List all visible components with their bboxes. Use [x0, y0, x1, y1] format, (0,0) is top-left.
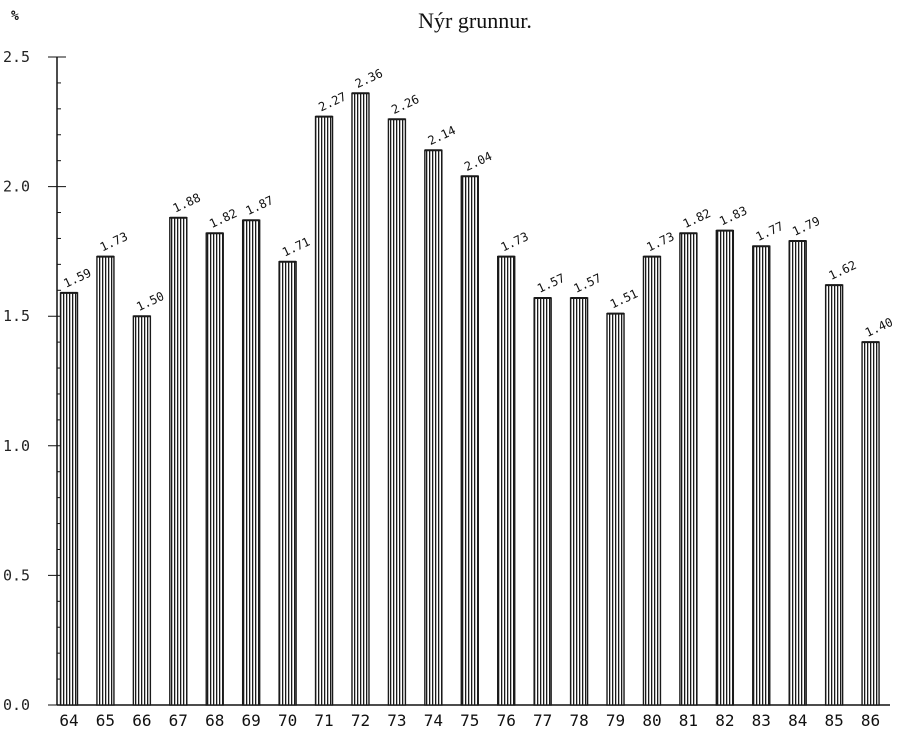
bar: [241, 219, 261, 706]
x-tick-label: 86: [861, 711, 880, 730]
data-label: 2.27: [316, 89, 348, 114]
data-label: 1.79: [790, 214, 822, 239]
bar: [569, 297, 589, 706]
data-label: 1.71: [280, 235, 312, 260]
bar: [205, 232, 224, 706]
bar: [788, 240, 807, 706]
x-tick-label: 65: [96, 711, 115, 730]
y-tick-label: 1.5: [3, 307, 30, 325]
data-label: 1.73: [644, 229, 676, 254]
bar: [497, 255, 516, 706]
data-label: 1.57: [571, 271, 603, 296]
y-tick-label: 1.0: [3, 437, 30, 455]
x-tick-label: 64: [59, 711, 78, 730]
bar: [606, 312, 625, 706]
bar: [861, 341, 880, 706]
x-tick-label: 67: [169, 711, 188, 730]
bar: [679, 232, 698, 706]
bar: [752, 245, 771, 706]
x-tick-label: 70: [278, 711, 297, 730]
bar: [132, 315, 152, 706]
bar: [169, 217, 188, 706]
x-tick-label: 69: [242, 711, 261, 730]
x-tick-label: 78: [569, 711, 588, 730]
bar: [824, 284, 844, 706]
bar: [424, 149, 443, 706]
data-label: 1.40: [863, 315, 895, 340]
data-label: 1.77: [754, 219, 786, 244]
data-label: 1.88: [171, 191, 203, 216]
x-tick-label: 85: [824, 711, 843, 730]
data-label: 1.62: [826, 258, 858, 283]
y-tick-label: 2.5: [3, 48, 30, 66]
data-label: 1.57: [535, 271, 567, 296]
x-tick-label: 74: [424, 711, 443, 730]
x-tick-label: 77: [533, 711, 552, 730]
data-label: 2.14: [426, 123, 458, 148]
x-tick-label: 66: [132, 711, 151, 730]
bar: [351, 92, 370, 706]
x-tick-label: 68: [205, 711, 224, 730]
x-tick-label: 82: [715, 711, 734, 730]
y-tick-label: 0.5: [3, 566, 30, 584]
x-tick-label: 80: [642, 711, 661, 730]
bar: [96, 255, 115, 706]
data-label: 1.51: [608, 286, 640, 311]
x-tick-label: 83: [752, 711, 771, 730]
x-tick-label: 79: [606, 711, 625, 730]
data-label: 1.73: [98, 229, 130, 254]
data-label: 1.59: [61, 266, 93, 291]
data-label: 1.82: [681, 206, 713, 231]
x-tick-label: 72: [351, 711, 370, 730]
bar: [314, 115, 334, 706]
data-label: 1.83: [717, 203, 749, 228]
data-label: 2.04: [462, 149, 494, 174]
x-tick-label: 76: [497, 711, 516, 730]
data-label: 1.50: [134, 289, 166, 314]
x-tick-label: 75: [460, 711, 479, 730]
data-label: 2.36: [353, 66, 385, 91]
bars: [59, 92, 880, 706]
bar: [278, 261, 297, 706]
bar: [387, 118, 407, 706]
y-tick-label: 0.0: [3, 696, 30, 714]
x-tick-label: 84: [788, 711, 807, 730]
data-label: 1.82: [207, 206, 239, 231]
bar: [59, 292, 79, 706]
x-tick-label: 81: [679, 711, 698, 730]
data-label: 1.73: [499, 229, 531, 254]
x-tick-label: 73: [387, 711, 406, 730]
axes: 0.0 0.5 1.0 1.5 2.0 2.5: [3, 48, 890, 714]
x-tick-label: 71: [314, 711, 333, 730]
y-axis-unit: %: [11, 9, 19, 24]
data-label: 2.26: [389, 92, 421, 117]
bar: [460, 175, 479, 706]
y-tick-label: 2.0: [3, 178, 30, 196]
data-label: 1.87: [244, 193, 276, 218]
bar: [642, 255, 662, 706]
bar: [533, 297, 552, 706]
chart-subtitle: Nýr grunnur.: [418, 8, 532, 33]
bar: [715, 229, 735, 706]
